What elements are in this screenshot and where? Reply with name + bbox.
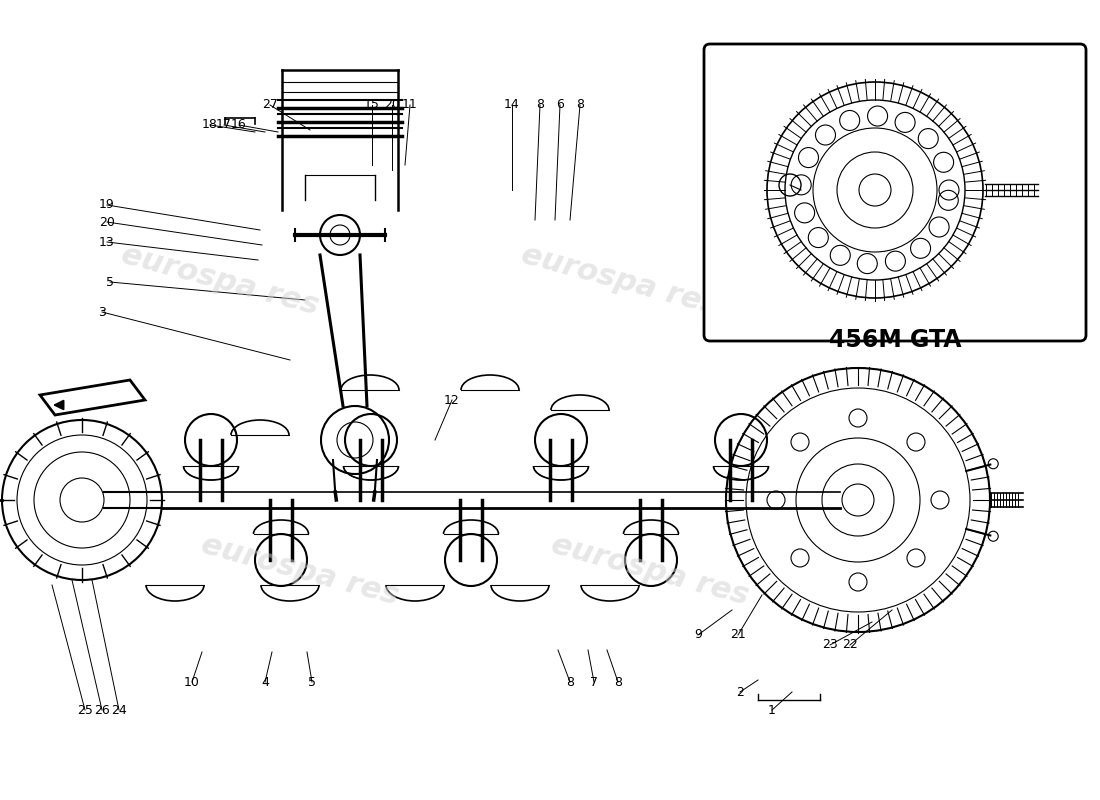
Text: 27: 27 xyxy=(262,98,278,111)
Text: 9: 9 xyxy=(694,629,702,642)
Text: 1: 1 xyxy=(768,703,776,717)
Text: 20: 20 xyxy=(384,98,400,111)
Text: 456M GTA: 456M GTA xyxy=(828,328,961,352)
Text: 8: 8 xyxy=(576,98,584,111)
Text: 17: 17 xyxy=(216,118,232,131)
Text: 5: 5 xyxy=(106,275,114,289)
Text: 21: 21 xyxy=(750,298,766,311)
Text: 15: 15 xyxy=(364,98,380,111)
Text: 25: 25 xyxy=(77,703,92,717)
Text: 24: 24 xyxy=(111,703,126,717)
Text: 14: 14 xyxy=(504,98,520,111)
Text: 19: 19 xyxy=(99,198,114,211)
Text: 8: 8 xyxy=(566,675,574,689)
Text: 28: 28 xyxy=(784,194,800,206)
Text: 8: 8 xyxy=(536,98,544,111)
Text: eurospa res: eurospa res xyxy=(118,240,322,320)
Text: 23: 23 xyxy=(822,638,838,651)
FancyBboxPatch shape xyxy=(704,44,1086,341)
Text: 10: 10 xyxy=(184,675,200,689)
Text: 8: 8 xyxy=(614,675,622,689)
Text: 20: 20 xyxy=(99,215,114,229)
Text: 2: 2 xyxy=(736,686,744,698)
Text: eurospa res: eurospa res xyxy=(548,530,752,610)
Text: 26: 26 xyxy=(95,703,110,717)
Text: 6: 6 xyxy=(557,98,564,111)
Text: 16: 16 xyxy=(231,118,246,131)
Text: 7: 7 xyxy=(590,675,598,689)
Text: eurospa res: eurospa res xyxy=(518,240,722,320)
Text: 18: 18 xyxy=(202,118,218,131)
Text: 22: 22 xyxy=(843,638,858,651)
Text: eurospa res: eurospa res xyxy=(198,530,402,610)
Text: 22: 22 xyxy=(844,298,860,311)
Text: 5: 5 xyxy=(308,675,316,689)
Text: 3: 3 xyxy=(98,306,106,318)
Text: 4: 4 xyxy=(261,675,268,689)
Text: 11: 11 xyxy=(403,98,418,111)
Text: 21: 21 xyxy=(730,629,746,642)
Text: 13: 13 xyxy=(99,235,114,249)
Text: 12: 12 xyxy=(444,394,460,406)
